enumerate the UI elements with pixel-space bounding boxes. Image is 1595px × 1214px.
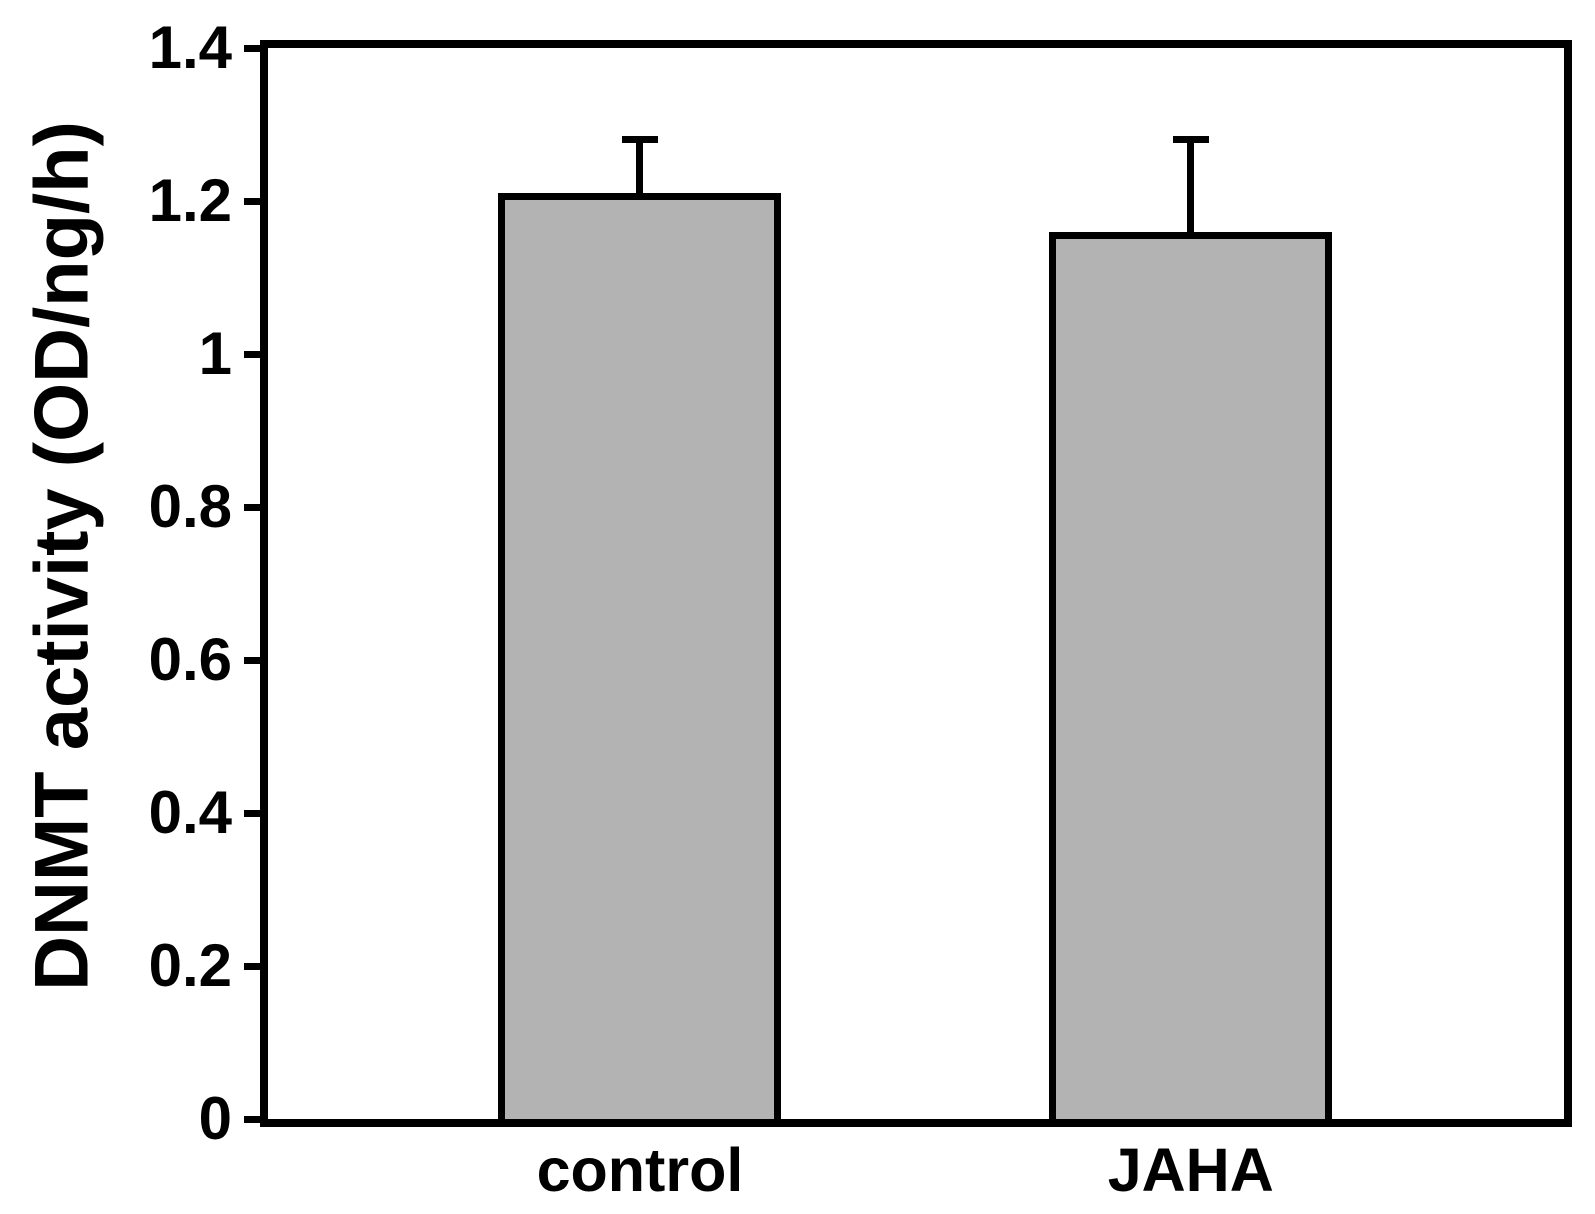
y-tick-mark [244, 656, 264, 664]
y-tick-label: 0.2 [148, 932, 232, 999]
error-bar-cap [621, 136, 658, 144]
error-bar-cap [1172, 136, 1209, 144]
y-tick-label: 0.6 [148, 626, 232, 693]
y-tick-mark [244, 44, 264, 52]
y-tick-mark [244, 350, 264, 358]
y-tick-mark [244, 809, 264, 817]
plot-area [260, 40, 1572, 1127]
y-tick-label: 1 [198, 320, 232, 387]
y-tick-mark [244, 1115, 264, 1123]
y-tick-label: 0.4 [148, 779, 232, 846]
y-tick-mark [244, 962, 264, 970]
y-tick-label: 1.4 [148, 14, 232, 81]
x-category-label-control: control [536, 1136, 744, 1204]
y-axis-label: DNMT activity (OD/ng/h) [19, 121, 105, 991]
bar-jaha [1049, 231, 1333, 1119]
y-tick-mark [244, 197, 264, 205]
y-tick-label: 0.8 [148, 473, 232, 540]
y-tick-label: 0 [198, 1085, 232, 1152]
error-bar-stem [636, 139, 644, 194]
y-tick-label: 1.2 [148, 167, 232, 234]
x-category-label-jaha: JAHA [1107, 1136, 1274, 1204]
y-tick-mark [244, 503, 264, 511]
error-bar-stem [1187, 139, 1195, 232]
bar-control [498, 193, 782, 1119]
